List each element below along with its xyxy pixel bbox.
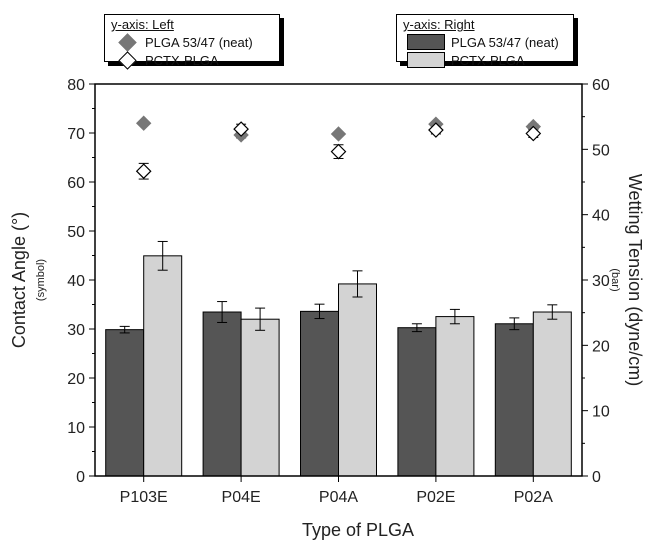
bar-error-pctx-P04A — [352, 270, 363, 298]
bar-neat-P04A — [300, 310, 339, 477]
y-left-tick-label: 50 — [67, 224, 85, 241]
legend-right-entry-neat: PLGA 53/47 (neat) — [397, 32, 573, 52]
y-right-tick-label: 10 — [592, 404, 610, 421]
y-right-tick-label: 50 — [592, 142, 610, 159]
symbol-neat-P04A — [330, 126, 347, 142]
legend-left-entry-neat-label: PLGA 53/47 (neat) — [145, 34, 253, 50]
symbol-pctx-P04A — [330, 143, 347, 160]
light-bar-swatch-icon — [407, 52, 445, 68]
legend-right-entry-neat-label: PLGA 53/47 (neat) — [451, 34, 559, 50]
y-left-tick-label: 0 — [76, 469, 85, 486]
bar-pctx-P02E — [435, 316, 475, 477]
bars-layer — [105, 255, 572, 477]
y-left-tick-label: 80 — [67, 77, 85, 94]
dark-bar-swatch-icon — [407, 34, 445, 50]
bar-pctx-P02A — [532, 311, 572, 477]
bar-error-neat-P02E — [411, 323, 422, 333]
legend-left-entry-pctx: PCTX-PLGA — [105, 50, 279, 70]
bar-error-neat-P103E — [119, 325, 130, 334]
y-right-tick-label: 20 — [592, 338, 610, 355]
symbol-neat-P103E — [135, 115, 152, 131]
bar-error-pctx-P02E — [449, 308, 460, 325]
symbol-pctx-P02A — [525, 125, 542, 142]
bar-neat-P02A — [494, 323, 534, 477]
y-left-tick-label: 30 — [67, 322, 85, 339]
legend-left-title: y-axis: Left — [111, 17, 174, 32]
y-right-tick-label: 0 — [592, 469, 601, 486]
bar-pctx-P04A — [338, 283, 377, 477]
y-axis-left-label: Contact Angle (°) — [9, 212, 29, 348]
symbol-pctx-P103E — [135, 163, 152, 180]
y-left-tick-label: 20 — [67, 371, 85, 388]
y-left-tick-label: 10 — [67, 420, 85, 437]
x-tick-label: P02E — [416, 489, 455, 506]
axes-layer: 0 10 20 30 40 50 60 70 80 0 10 20 30 40 50 60 P103E P04E P… — [67, 77, 610, 506]
legend-left: y-axis: Left PLGA 53/47 (neat) PCTX-PLGA — [104, 14, 280, 70]
y-right-tick-label: 60 — [592, 77, 610, 94]
x-tick-label: P103E — [120, 489, 168, 506]
x-tick-label: P02A — [514, 489, 553, 506]
legend-right-title: y-axis: Right — [403, 17, 475, 32]
y-axis-right-sublabel: (bar) — [609, 268, 621, 291]
bar-error-neat-P04E — [217, 301, 228, 323]
symbol-pctx-P04E — [233, 121, 249, 137]
bar-error-neat-P02A — [509, 317, 520, 331]
y-left-tick-label: 40 — [67, 273, 85, 290]
bar-error-neat-P04A — [314, 303, 325, 320]
legend-left-entry-neat: PLGA 53/47 (neat) — [105, 32, 279, 52]
x-tick-label: P04E — [222, 489, 261, 506]
bar-error-pctx-P02A — [547, 304, 558, 320]
filled-diamond-icon — [115, 32, 139, 52]
bar-pctx-P103E — [143, 255, 183, 477]
bar-pctx-P04E — [240, 318, 280, 477]
y-left-tick-label: 60 — [67, 175, 85, 192]
symbol-pctx-P02E — [428, 122, 444, 138]
open-diamond-icon — [115, 50, 139, 70]
y-axis-left-sublabel: (symbol) — [35, 259, 47, 301]
y-left-tick-label: 70 — [67, 126, 85, 143]
bar-neat-P103E — [105, 329, 145, 477]
x-tick-label: P04A — [319, 489, 358, 506]
y-axis-right-label: Wetting Tension (dyne/cm) — [625, 174, 645, 386]
legend-right-entry-pctx: PCTX-PLGA — [397, 50, 573, 70]
symbols-layer — [135, 115, 542, 180]
legend-right: y-axis: Right PLGA 53/47 (neat) PCTX-PLG… — [396, 14, 574, 68]
legend-left-entry-pctx-label: PCTX-PLGA — [145, 52, 219, 68]
bar-neat-P02E — [397, 327, 437, 477]
bar-neat-P04E — [202, 311, 242, 477]
y-right-tick-label: 30 — [592, 273, 610, 290]
legend-right-entry-pctx-label: PCTX-PLGA — [451, 52, 525, 68]
x-axis-label: Type of PLGA — [302, 520, 414, 540]
axis-labels-layer: Type of PLGA Contact Angle (°) (symbol) … — [9, 174, 645, 540]
y-right-tick-label: 40 — [592, 208, 610, 225]
bar-error-pctx-P103E — [157, 240, 168, 271]
bar-error-pctx-P04E — [255, 307, 266, 331]
